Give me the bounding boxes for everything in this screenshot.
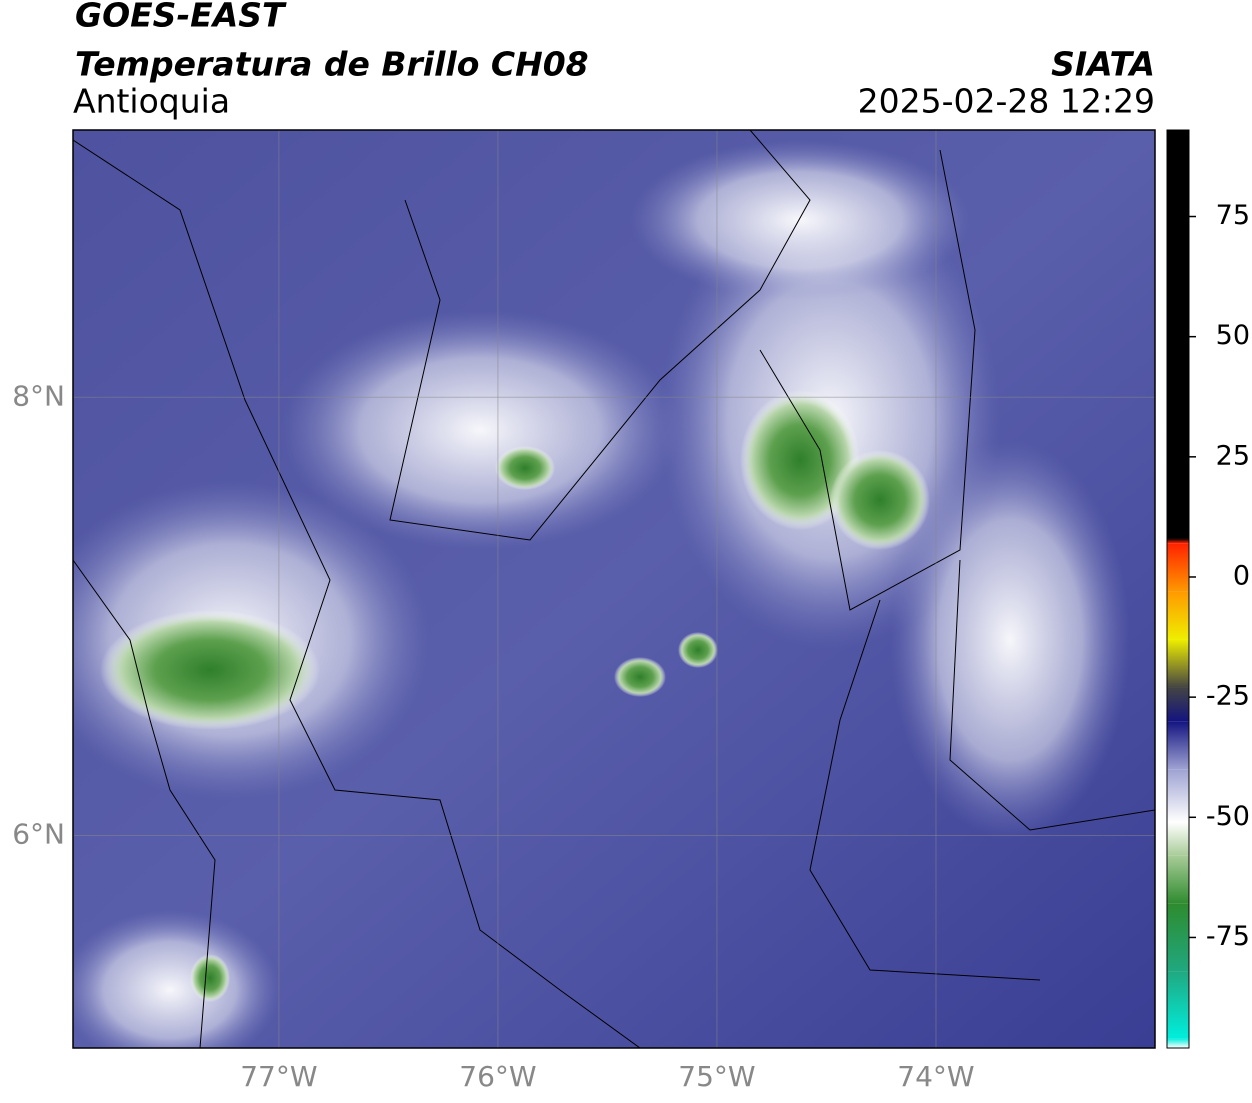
cold-top bbox=[495, 446, 555, 490]
x-tick-label: 74°W bbox=[897, 1060, 974, 1093]
cold-top bbox=[614, 657, 666, 697]
colorbar-tick-label: 25 bbox=[1216, 440, 1250, 471]
colorbar-segment bbox=[1167, 721, 1189, 770]
colorbar-segment bbox=[1167, 903, 1189, 972]
cloud bbox=[73, 910, 280, 1048]
map-area bbox=[73, 130, 1155, 1048]
x-tick-label: 75°W bbox=[678, 1060, 755, 1093]
colorbar-segment bbox=[1167, 822, 1189, 856]
cloud bbox=[280, 310, 680, 550]
colorbar-segment bbox=[1167, 971, 1189, 1039]
colorbar-tick-label: 0 bbox=[1233, 560, 1250, 591]
cold-top bbox=[190, 954, 230, 1002]
coastline bbox=[73, 559, 216, 1048]
datetime: 2025-02-28 12:29 bbox=[858, 82, 1155, 121]
colorbar-segment bbox=[1167, 687, 1189, 722]
colorbar-segment bbox=[1167, 769, 1189, 823]
colorbar-tick-label: -50 bbox=[1206, 801, 1250, 832]
region: Antioquia bbox=[73, 82, 230, 121]
colorbar-tick-label: 50 bbox=[1216, 320, 1250, 351]
cloud bbox=[630, 140, 970, 300]
cold-top bbox=[740, 390, 860, 530]
y-tick-label: 8°N bbox=[12, 379, 65, 412]
cloud bbox=[890, 440, 1130, 840]
colorbar-segment bbox=[1167, 639, 1189, 688]
x-tick-label: 77°W bbox=[240, 1060, 317, 1093]
source: SIATA bbox=[1051, 45, 1155, 84]
colorbar-segment bbox=[1167, 130, 1189, 539]
colorbar-tick-label: -75 bbox=[1206, 921, 1250, 952]
colorbar-segment bbox=[1167, 855, 1189, 904]
colorbar bbox=[1167, 130, 1196, 1048]
colorbar-segment bbox=[1167, 538, 1189, 544]
colorbar-frame bbox=[1166, 129, 1190, 1049]
colorbar-tick-label: -25 bbox=[1206, 681, 1250, 712]
borders bbox=[73, 130, 1155, 1048]
title: GOES-EAST bbox=[75, 0, 287, 35]
colorbar-segment bbox=[1167, 1038, 1189, 1048]
colorbar-segment bbox=[1167, 543, 1189, 592]
cold-top bbox=[678, 632, 718, 668]
colorbar-tick-label: 75 bbox=[1216, 200, 1250, 231]
x-tick-label: 76°W bbox=[459, 1060, 536, 1093]
y-tick-label: 6°N bbox=[12, 817, 65, 850]
cold-top bbox=[830, 450, 930, 550]
colorbar-segment bbox=[1167, 591, 1189, 640]
map-frame bbox=[72, 129, 1156, 1049]
cold-top bbox=[100, 610, 320, 730]
subtitle: Temperatura de Brillo CH08 bbox=[75, 45, 589, 84]
grid bbox=[73, 130, 1155, 1048]
